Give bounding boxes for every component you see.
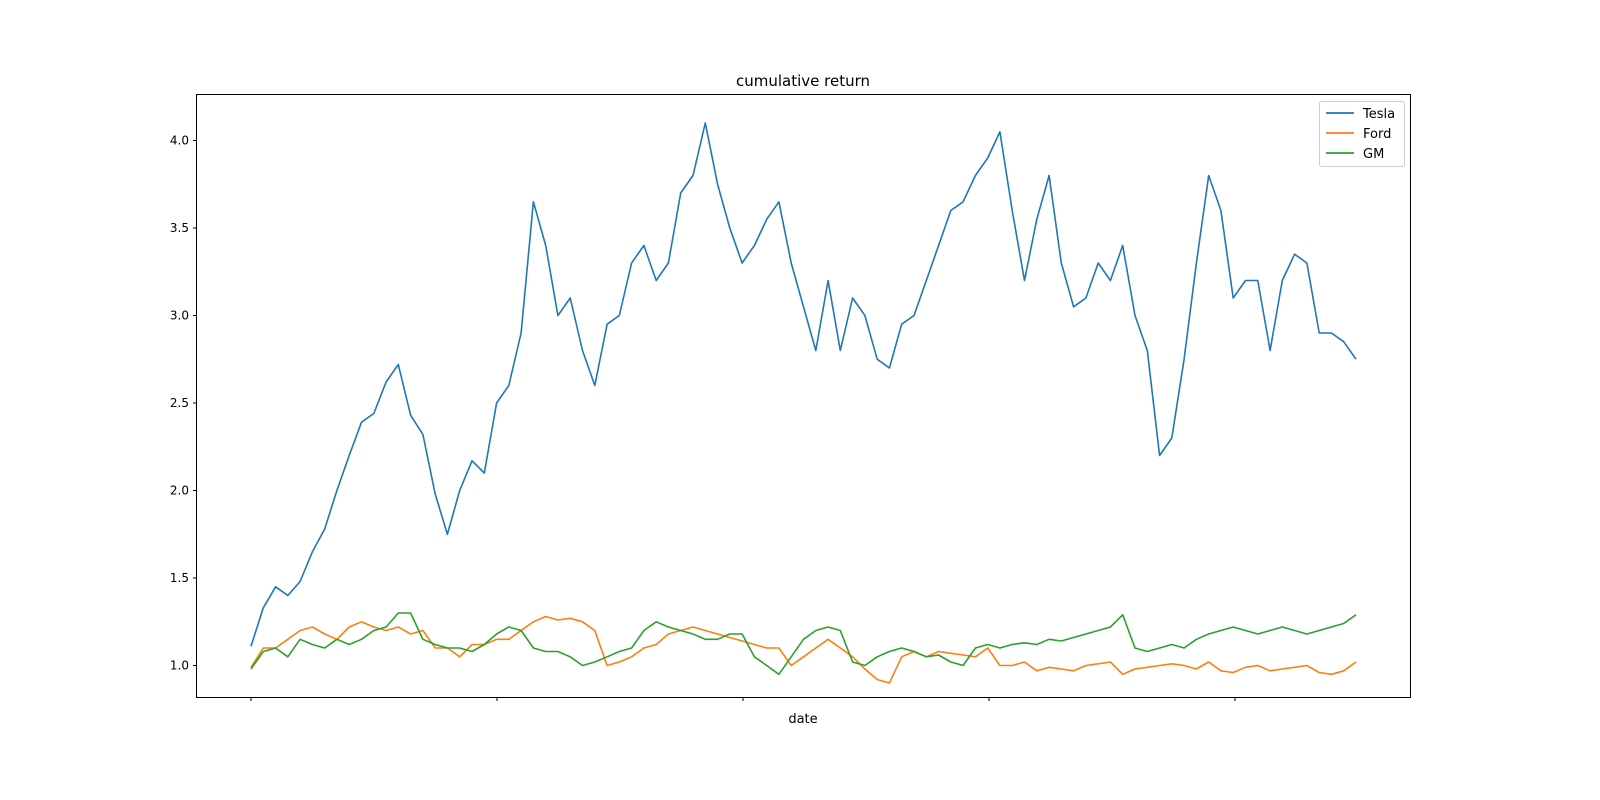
y-tick-label: 3.0 <box>170 309 189 323</box>
legend-label-ford: Ford <box>1363 127 1391 142</box>
y-tick-label: 3.5 <box>170 221 189 235</box>
chart-title: cumulative return <box>736 72 870 90</box>
y-tick-label: 2.5 <box>170 396 189 410</box>
series-line-ford <box>250 615 1357 684</box>
plot-frame <box>196 94 1411 698</box>
y-tick-label: 4.0 <box>170 134 189 148</box>
y-tick-label: 1.0 <box>170 659 189 673</box>
series-line-gm <box>250 612 1357 676</box>
legend-label-gm: GM <box>1363 147 1384 162</box>
legend: Tesla Ford GM <box>1319 101 1405 167</box>
y-tick-label: 2.0 <box>170 484 189 498</box>
x-axis-label: date <box>788 712 817 727</box>
legend-label-tesla: Tesla <box>1362 107 1395 122</box>
series-layer <box>250 122 1357 684</box>
y-tick-label: 1.5 <box>170 571 189 585</box>
y-axis: 1.0 1.5 2.0 2.5 3.0 3.5 4.0 <box>170 134 197 673</box>
series-line-tesla <box>250 122 1357 647</box>
legend-box <box>1319 101 1405 167</box>
